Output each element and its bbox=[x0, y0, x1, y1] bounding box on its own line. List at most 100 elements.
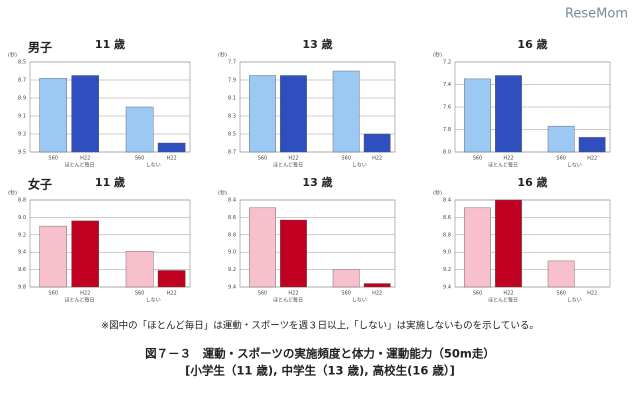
x-tick-label: H22 bbox=[503, 291, 513, 297]
x-tick-label: S60 bbox=[258, 291, 268, 297]
y-tick-label: 8.4 bbox=[443, 198, 451, 204]
group-label: ほとんど毎日 bbox=[273, 297, 303, 304]
y-tick-label: 7.9 bbox=[228, 78, 236, 84]
y-tick-label: 9.2 bbox=[443, 267, 451, 273]
x-tick-label: S60 bbox=[258, 156, 268, 162]
y-label: (秒) bbox=[218, 52, 227, 59]
bar bbox=[280, 219, 307, 288]
x-tick-label: S60 bbox=[135, 291, 145, 297]
x-tick-label: S60 bbox=[556, 156, 566, 162]
y-tick-label: 9.4 bbox=[443, 285, 451, 291]
y-tick-label: 8.7 bbox=[228, 150, 236, 156]
x-tick-label: S60 bbox=[341, 156, 351, 162]
y-tick-label: 8.6 bbox=[443, 215, 451, 221]
y-tick-label: 7.2 bbox=[443, 60, 451, 66]
group-label: しない bbox=[146, 297, 161, 304]
x-tick-label: H22 bbox=[80, 156, 90, 162]
chart-title: 16 歳 bbox=[517, 175, 547, 189]
note: ※図中の「ほとんど毎日」は運動・スポーツを週３日以上,「しない」は実施しないもの… bbox=[101, 320, 539, 332]
bar bbox=[71, 75, 99, 153]
bar bbox=[39, 77, 67, 153]
group-label: しない bbox=[567, 297, 582, 304]
x-tick-label: H22 bbox=[80, 291, 90, 297]
y-tick-label: 9.2 bbox=[18, 232, 26, 238]
y-tick-label: 9.8 bbox=[18, 285, 26, 291]
y-tick-label: 7.7 bbox=[228, 60, 236, 66]
x-tick-label: S60 bbox=[473, 291, 483, 297]
bar bbox=[249, 207, 276, 288]
y-tick-label: 9.1 bbox=[18, 114, 26, 120]
y-tick-label: 9.3 bbox=[18, 132, 26, 138]
x-tick-label: H22 bbox=[372, 291, 382, 297]
chart-title: 13 歳 bbox=[302, 175, 332, 189]
group-label: しない bbox=[352, 162, 367, 169]
y-tick-label: 7.4 bbox=[443, 82, 451, 88]
y-tick-label: 8.5 bbox=[18, 60, 26, 66]
x-tick-label: H22 bbox=[587, 156, 597, 162]
bar bbox=[157, 142, 186, 153]
y-tick-label: 9.0 bbox=[443, 250, 451, 256]
bar bbox=[547, 125, 575, 153]
row-label: 女子 bbox=[28, 177, 52, 192]
y-tick-label: 8.8 bbox=[228, 232, 236, 238]
bar bbox=[547, 260, 575, 288]
x-tick-label: S60 bbox=[48, 156, 58, 162]
chart-title: 11 歳 bbox=[95, 175, 125, 189]
x-tick-label: H22 bbox=[503, 156, 513, 162]
x-tick-label: H22 bbox=[167, 156, 177, 162]
y-tick-label: 8.7 bbox=[18, 78, 26, 84]
group-label: しない bbox=[567, 162, 582, 169]
bar bbox=[125, 106, 154, 153]
y-tick-label: 7.8 bbox=[443, 127, 451, 133]
group-label: しない bbox=[352, 297, 367, 304]
y-tick-label: 9.0 bbox=[228, 250, 236, 256]
watermark: ReseMom bbox=[565, 7, 628, 22]
y-label: (秒) bbox=[8, 190, 17, 197]
y-label: (秒) bbox=[433, 52, 442, 59]
y-tick-label: 9.4 bbox=[228, 285, 236, 291]
group-label: ほとんど毎日 bbox=[488, 162, 518, 169]
bar bbox=[249, 75, 276, 153]
y-tick-label: 7.6 bbox=[443, 105, 451, 111]
bar bbox=[332, 70, 360, 153]
x-tick-label: H22 bbox=[288, 291, 298, 297]
bar bbox=[495, 75, 522, 153]
y-tick-label: 8.8 bbox=[18, 198, 26, 204]
bar bbox=[495, 199, 522, 288]
subcaption: [小学生（11 歳), 中学生（13 歳), 高校生(16 歳）] bbox=[185, 364, 455, 378]
chart-title: 11 歳 bbox=[95, 37, 125, 51]
x-tick-label: H22 bbox=[587, 291, 597, 297]
x-tick-label: S60 bbox=[556, 291, 566, 297]
bar bbox=[125, 251, 154, 288]
y-tick-label: 8.6 bbox=[228, 215, 236, 221]
bar bbox=[39, 225, 67, 288]
bar bbox=[157, 270, 186, 288]
group-label: ほとんど毎日 bbox=[273, 162, 303, 169]
chart-title: 13 歳 bbox=[302, 37, 332, 51]
x-tick-label: S60 bbox=[473, 156, 483, 162]
chart-title: 16 歳 bbox=[517, 37, 547, 51]
bar bbox=[280, 75, 307, 153]
bar bbox=[71, 220, 99, 288]
y-label: (秒) bbox=[218, 190, 227, 197]
x-tick-label: S60 bbox=[341, 291, 351, 297]
x-tick-label: S60 bbox=[48, 291, 58, 297]
group-label: しない bbox=[146, 162, 161, 169]
row-label: 男子 bbox=[28, 41, 52, 55]
y-tick-label: 8.0 bbox=[443, 150, 451, 156]
y-tick-label: 8.8 bbox=[443, 232, 451, 238]
bar bbox=[363, 133, 391, 153]
group-label: ほとんど毎日 bbox=[65, 297, 95, 304]
bar bbox=[464, 207, 491, 288]
y-tick-label: 9.4 bbox=[18, 250, 26, 256]
bar bbox=[363, 283, 391, 288]
group-label: ほとんど毎日 bbox=[65, 162, 95, 169]
group-label: ほとんど毎日 bbox=[488, 297, 518, 304]
caption: 図７－３ 運動・スポーツの実施頻度と体力・運動能力（50m走） bbox=[145, 347, 495, 361]
y-tick-label: 9.0 bbox=[18, 215, 26, 221]
y-tick-label: 8.5 bbox=[228, 132, 236, 138]
bar bbox=[332, 269, 360, 288]
y-tick-label: 9.2 bbox=[228, 267, 236, 273]
x-tick-label: S60 bbox=[135, 156, 145, 162]
